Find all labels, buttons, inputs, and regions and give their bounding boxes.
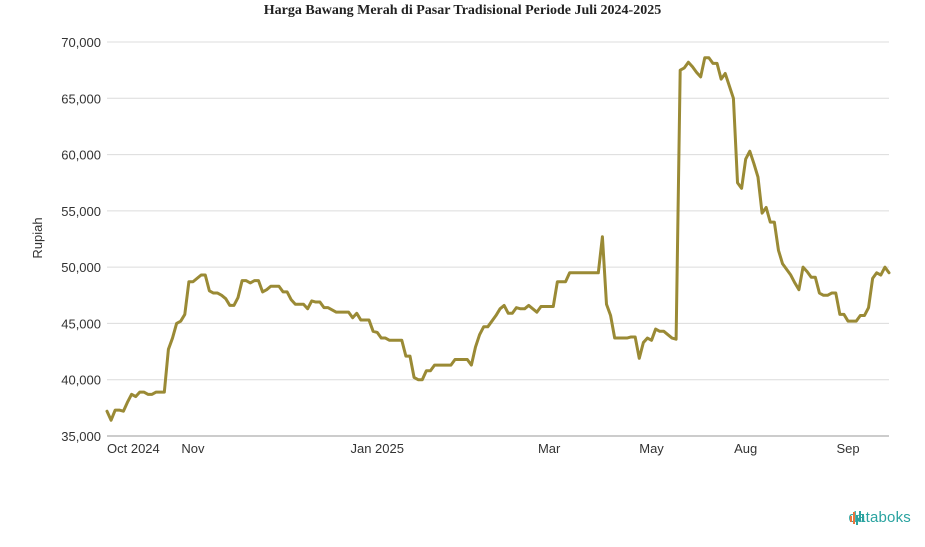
y-tick-label: 35,000 (61, 429, 101, 444)
chart-title: Harga Bawang Merah di Pasar Tradisional … (263, 3, 662, 18)
y-tick-labels: 35,000 40,000 45,000 50,000 55,000 60,000 65,0… (61, 35, 101, 444)
x-tick-label: Nov (181, 441, 205, 456)
y-tick-label: 40,000 (61, 373, 101, 388)
x-tick-label: Jan 2025 (350, 441, 404, 456)
brand-name: databoks (848, 509, 911, 526)
x-tick-label: May (639, 441, 664, 456)
series-line (105, 56, 891, 422)
series-group (105, 56, 891, 422)
x-tick-label: Aug (734, 441, 757, 456)
databoks-logo[interactable]: databoks (849, 509, 911, 526)
y-tick-label: 65,000 (61, 91, 101, 106)
y-axis-label: Rupiah (30, 217, 45, 258)
grid-lines (107, 41, 889, 437)
x-tick-labels: Oct 2024 Nov Jan 2025 Mar May Aug Sep (107, 441, 860, 456)
y-tick-label: 70,000 (61, 35, 101, 50)
y-tick-label: 60,000 (61, 148, 101, 163)
x-tick-label: Mar (538, 441, 561, 456)
x-tick-label: Sep (836, 441, 859, 456)
databoks-icon (849, 511, 864, 525)
y-tick-label: 50,000 (61, 260, 101, 275)
y-tick-label: 55,000 (61, 204, 101, 219)
y-tick-label: 45,000 (61, 316, 101, 331)
x-tick-label: Oct 2024 (107, 441, 160, 456)
